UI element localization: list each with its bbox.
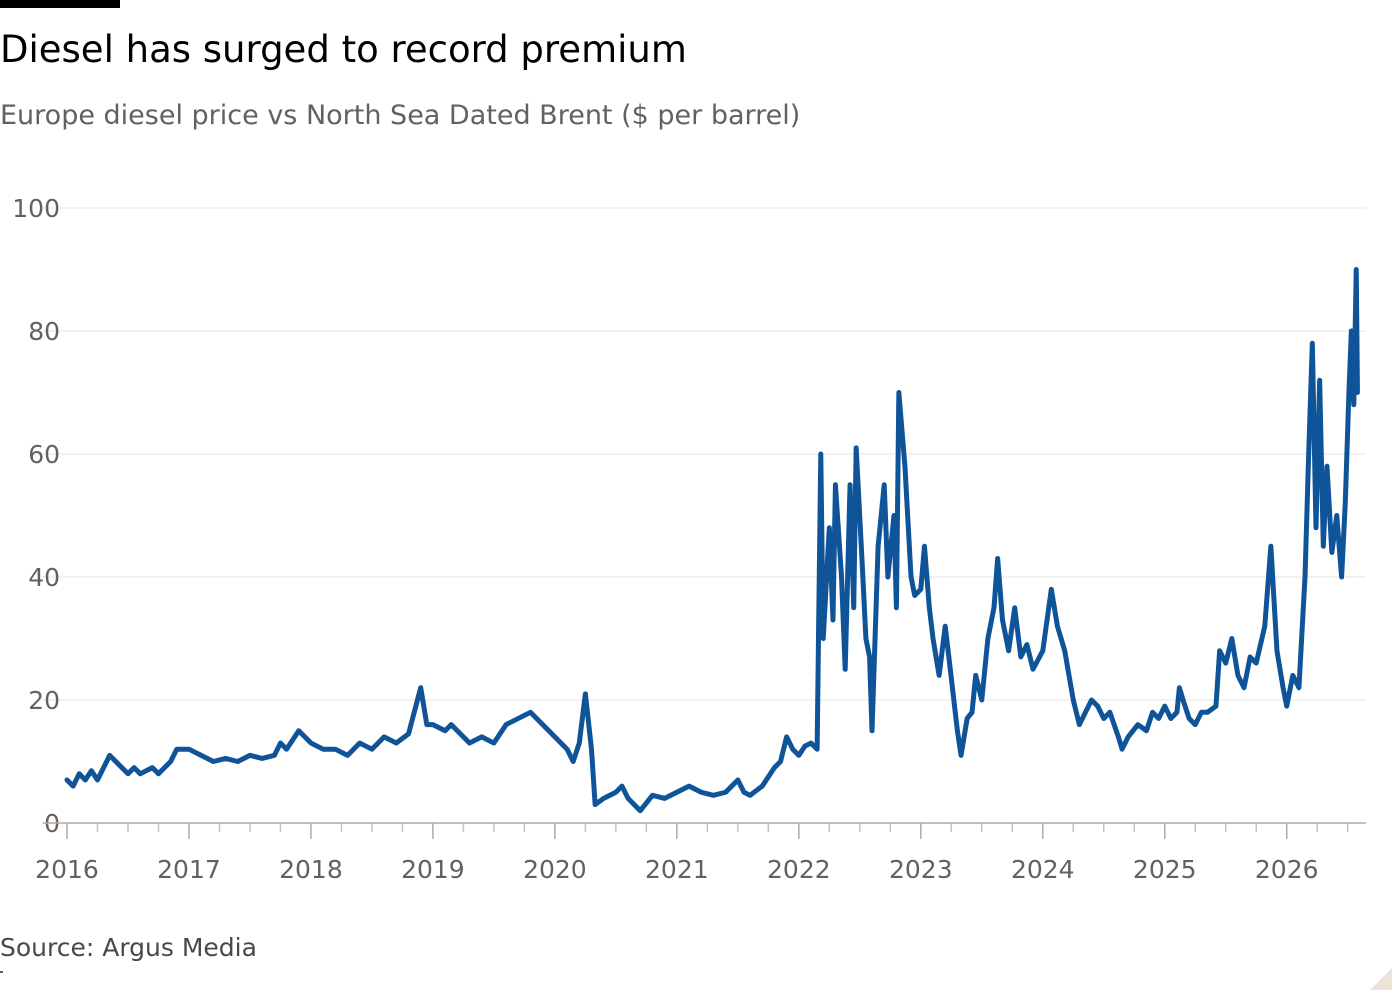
x-tick-label: 2026 xyxy=(1255,855,1319,884)
x-tick-label: 2022 xyxy=(767,855,831,884)
y-tick-label: 80 xyxy=(28,317,60,346)
y-tick-label: 20 xyxy=(28,686,60,715)
x-tick-label: 2021 xyxy=(645,855,709,884)
x-tick-label: 2023 xyxy=(889,855,953,884)
chart-subtitle: Europe diesel price vs North Sea Dated B… xyxy=(0,100,800,131)
x-tick-label: 2025 xyxy=(1133,855,1197,884)
x-tick-label: 2018 xyxy=(279,855,343,884)
y-tick-label: 40 xyxy=(28,563,60,592)
x-tick-label: 2016 xyxy=(35,855,99,884)
x-tick-label: 2017 xyxy=(157,855,221,884)
brand-bar xyxy=(0,0,120,8)
y-tick-label: 60 xyxy=(28,440,60,469)
x-tick-label: 2024 xyxy=(1011,855,1075,884)
source: Source: Argus Media xyxy=(0,933,257,962)
x-tick-label: 2020 xyxy=(523,855,587,884)
corner-fold xyxy=(1370,968,1392,990)
x-tick-label: 2019 xyxy=(401,855,465,884)
data-line xyxy=(64,267,1360,814)
chart-title: Diesel has surged to record premium xyxy=(0,28,687,71)
y-tick-label: 100 xyxy=(12,194,60,223)
